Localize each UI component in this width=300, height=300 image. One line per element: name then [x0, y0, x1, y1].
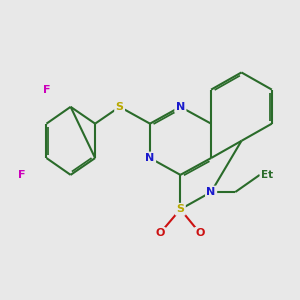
Text: S: S	[176, 204, 184, 214]
Text: F: F	[43, 85, 50, 94]
Text: S: S	[116, 102, 124, 112]
Text: N: N	[206, 187, 216, 197]
Text: N: N	[176, 102, 185, 112]
Text: O: O	[195, 228, 205, 239]
Text: Et: Et	[261, 170, 273, 180]
Text: O: O	[155, 228, 165, 239]
Text: N: N	[146, 153, 154, 163]
Text: F: F	[18, 170, 26, 180]
